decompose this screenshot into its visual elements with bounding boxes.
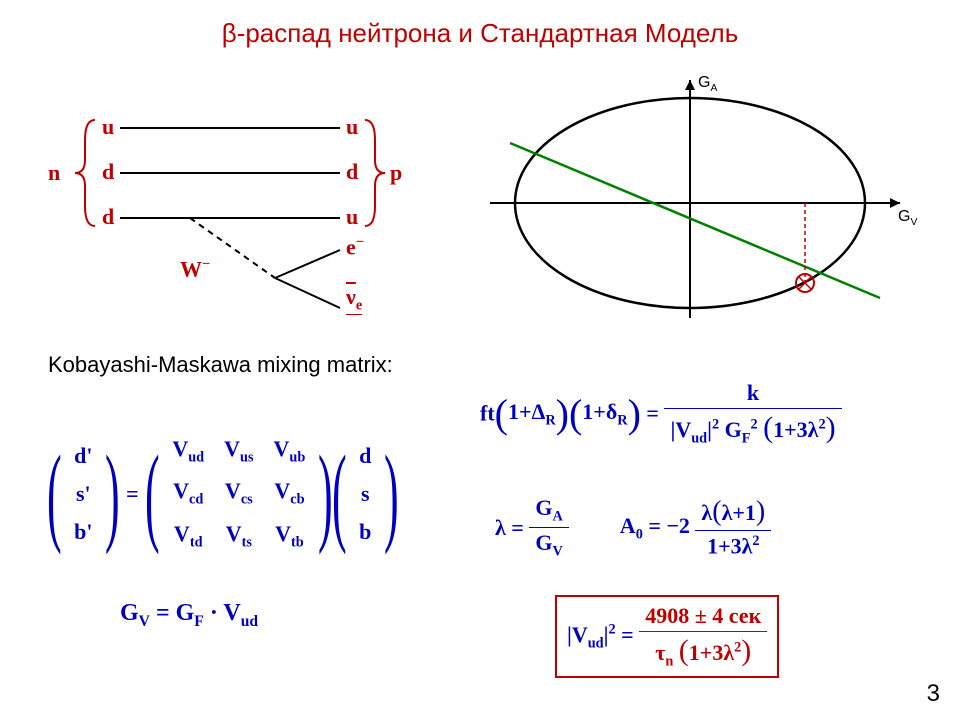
ckm-matrix-equation: ( d' s' b' ) = ( VudVusVub VcdVcsVcb Vtd…	[50, 430, 396, 557]
quark-right-2: u	[346, 204, 358, 230]
y-axis-label: GA	[698, 74, 717, 94]
quark-left-1: d	[102, 159, 114, 185]
equation-ft: ft(1+ΔR)(1+δR) = k |Vud|2 GF2 (1+3λ2)	[480, 380, 842, 447]
antineutrino-label: νe	[346, 284, 362, 315]
w-boson-label: W−	[180, 256, 210, 282]
equation-vud-boxed: |Vud|2 = 4908 ± 4 сек τn (1+3λ2)	[555, 595, 779, 678]
constraint-svg	[480, 68, 920, 323]
slide-title: β-распад нейтрона и Стандартная Модель	[0, 18, 960, 49]
x-axis-label: GV	[898, 208, 917, 228]
right-vector: d s b	[349, 437, 381, 551]
quark-right-1: d	[346, 159, 358, 185]
quark-left-2: d	[102, 204, 114, 230]
quark-right-0: u	[346, 114, 358, 140]
proton-label: p	[390, 160, 402, 186]
ckm-matrix: VudVusVub VcdVcsVcb VtdVtsVtb	[162, 430, 315, 557]
neutron-label: n	[48, 160, 60, 186]
constraint-graph: GA GV	[480, 68, 920, 328]
feynman-svg	[40, 78, 440, 338]
feynman-diagram: n p u d d u d u W− e− νe	[40, 78, 440, 343]
electron-label: e−	[346, 234, 364, 260]
quark-left-0: u	[102, 114, 114, 140]
page-number: 3	[927, 680, 940, 708]
left-vector: d' s' b'	[64, 437, 102, 551]
km-matrix-label: Kobayashi-Maskawa mixing matrix:	[48, 352, 408, 378]
equation-lambda-a0: λ = GAGV A0 = −2 λ(λ+1) 1+3λ2	[495, 495, 771, 561]
gv-equation: GV = GF · Vud	[120, 600, 258, 631]
